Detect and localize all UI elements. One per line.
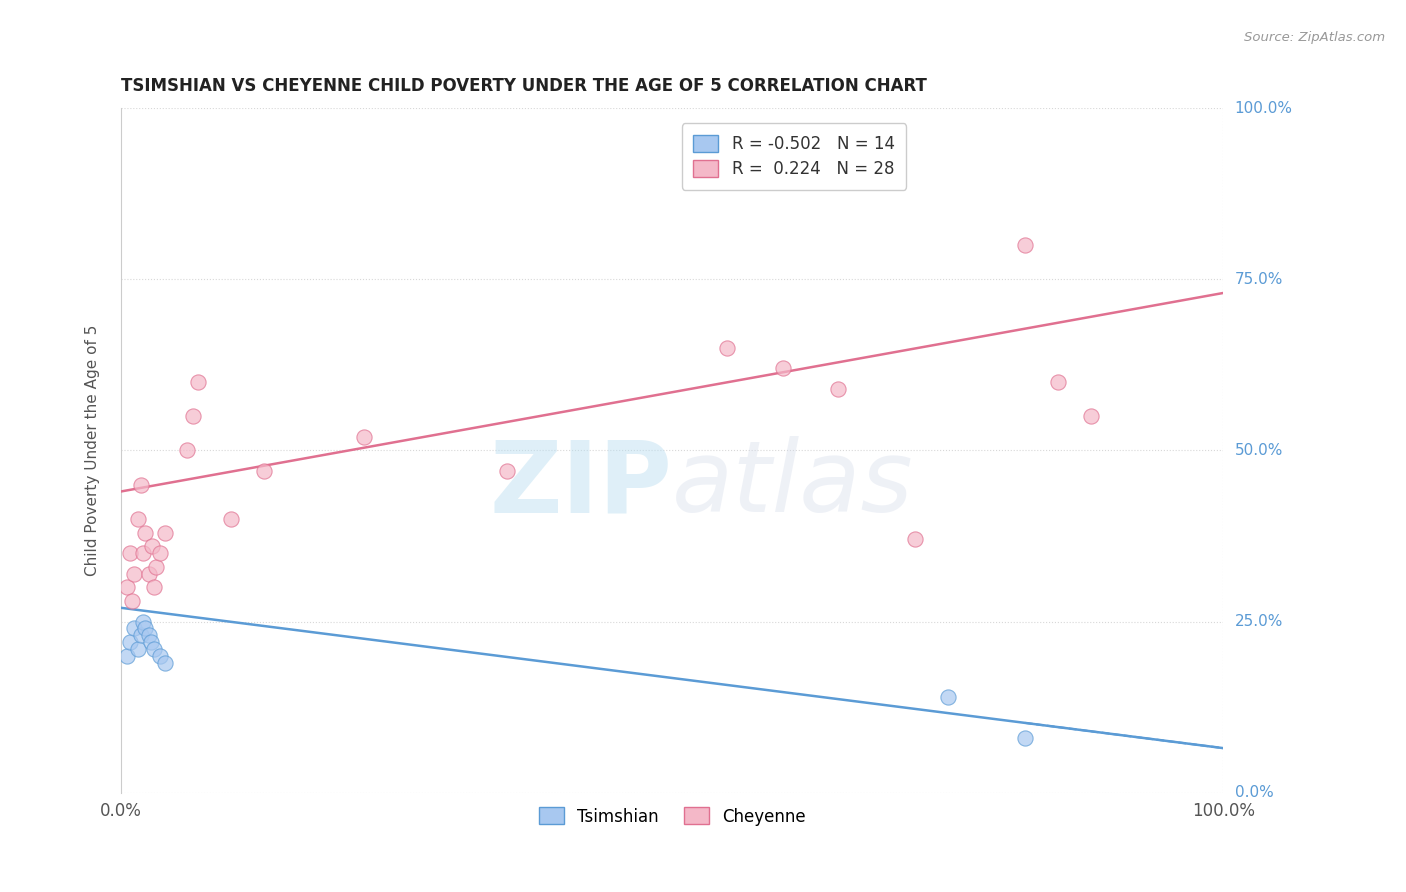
Point	[181, 409, 204, 424]
Point	[149, 546, 172, 560]
Point	[904, 533, 927, 547]
Point	[155, 525, 177, 540]
Point	[134, 621, 156, 635]
Point	[827, 382, 849, 396]
Point	[129, 628, 152, 642]
Text: atlas: atlas	[672, 436, 914, 533]
Point	[134, 525, 156, 540]
Point	[1014, 731, 1036, 745]
Point	[138, 628, 160, 642]
Point	[127, 641, 149, 656]
Point	[139, 635, 162, 649]
Text: 100.0%: 100.0%	[1234, 101, 1292, 116]
Point	[129, 477, 152, 491]
Point	[143, 641, 166, 656]
Legend: Tsimshian, Cheyenne: Tsimshian, Cheyenne	[533, 801, 813, 832]
Text: TSIMSHIAN VS CHEYENNE CHILD POVERTY UNDER THE AGE OF 5 CORRELATION CHART: TSIMSHIAN VS CHEYENNE CHILD POVERTY UNDE…	[121, 78, 927, 95]
Text: 25.0%: 25.0%	[1234, 614, 1282, 629]
Point	[124, 566, 146, 581]
Point	[121, 594, 143, 608]
Text: ZIP: ZIP	[489, 436, 672, 533]
Point	[143, 580, 166, 594]
Point	[132, 615, 155, 629]
Point	[127, 512, 149, 526]
Point	[149, 648, 172, 663]
Point	[1014, 238, 1036, 252]
Point	[115, 580, 138, 594]
Point	[138, 566, 160, 581]
Point	[1047, 375, 1070, 389]
Point	[124, 621, 146, 635]
Text: Source: ZipAtlas.com: Source: ZipAtlas.com	[1244, 31, 1385, 45]
Point	[253, 464, 276, 478]
Point	[176, 443, 198, 458]
Y-axis label: Child Poverty Under the Age of 5: Child Poverty Under the Age of 5	[86, 325, 100, 576]
Text: 75.0%: 75.0%	[1234, 272, 1282, 286]
Point	[496, 464, 519, 478]
Point	[936, 690, 959, 704]
Point	[115, 648, 138, 663]
Point	[155, 656, 177, 670]
Point	[118, 635, 141, 649]
Point	[1080, 409, 1102, 424]
Point	[132, 546, 155, 560]
Text: 0.0%: 0.0%	[1234, 785, 1274, 800]
Point	[221, 512, 243, 526]
Point	[118, 546, 141, 560]
Point	[141, 539, 163, 553]
Point	[187, 375, 209, 389]
Point	[353, 430, 375, 444]
Point	[772, 361, 794, 376]
Point	[145, 559, 167, 574]
Text: 50.0%: 50.0%	[1234, 443, 1282, 458]
Point	[716, 341, 738, 355]
